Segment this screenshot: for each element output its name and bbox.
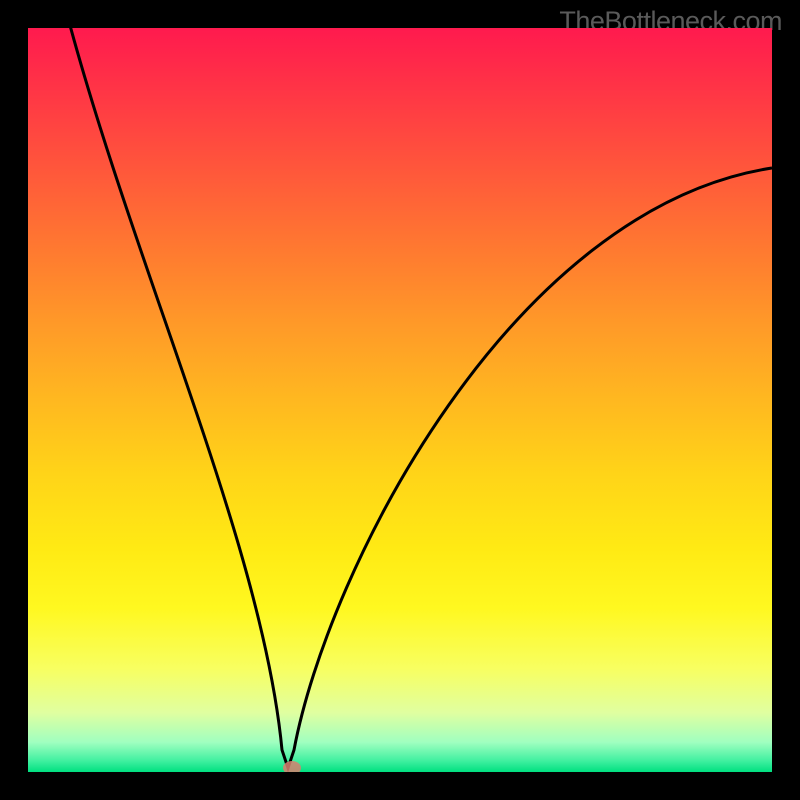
bottleneck-chart — [28, 28, 772, 772]
bottleneck-curve — [68, 28, 772, 768]
chart-curve-layer — [28, 28, 772, 772]
